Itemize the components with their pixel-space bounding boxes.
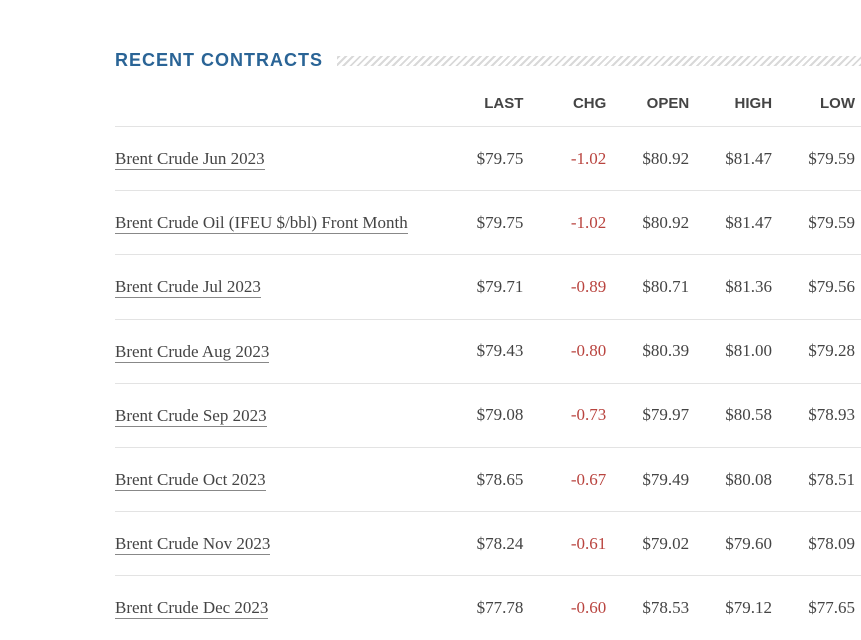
table-row: Brent Crude Nov 2023 $78.24-0.61$79.02$79… [115,512,861,576]
col-header-low: LOW [778,77,861,127]
cell-open: $80.39 [612,319,695,383]
cell-high: $81.47 [695,127,778,191]
cell-last: $78.24 [447,512,530,576]
cell-low: $79.59 [778,127,861,191]
cell-open: $79.02 [612,512,695,576]
table-header-row: LAST CHG OPEN HIGH LOW [115,77,861,127]
cell-low: $79.28 [778,319,861,383]
contracts-table: LAST CHG OPEN HIGH LOW Brent Crude Jun 2… [115,77,861,640]
contract-name-cell: Brent Crude Jul 2023 [115,255,447,319]
cell-last: $78.65 [447,447,530,511]
cell-high: $81.47 [695,191,778,255]
contracts-section: RECENT CONTRACTS LAST CHG OPEN HIGH LOW … [0,0,861,640]
cell-high: $81.36 [695,255,778,319]
cell-last: $79.75 [447,127,530,191]
cell-open: $80.71 [612,255,695,319]
contract-name-cell: Brent Crude Sep 2023 [115,383,447,447]
col-header-open: OPEN [612,77,695,127]
cell-low: $79.59 [778,191,861,255]
col-header-name [115,77,447,127]
cell-chg: -0.60 [529,576,612,640]
table-row: Brent Crude Jul 2023 $79.71-0.89$80.71$81… [115,255,861,319]
table-row: Brent Crude Oct 2023 $78.65-0.67$79.49$80… [115,447,861,511]
cell-last: $77.78 [447,576,530,640]
contract-name-cell: Brent Crude Oil (IFEU $/bbl) Front Month [115,191,447,255]
cell-high: $80.58 [695,383,778,447]
cell-chg: -1.02 [529,191,612,255]
contract-name-cell: Brent Crude Aug 2023 [115,319,447,383]
col-header-high: HIGH [695,77,778,127]
cell-low: $78.93 [778,383,861,447]
cell-low: $78.51 [778,447,861,511]
cell-chg: -1.02 [529,127,612,191]
contract-link[interactable]: Brent Crude Jul 2023 [115,277,261,298]
cell-last: $79.08 [447,383,530,447]
table-row: Brent Crude Jun 2023 $79.75-1.02$80.92$81… [115,127,861,191]
cell-chg: -0.89 [529,255,612,319]
header-stripe-decoration [337,56,861,66]
cell-chg: -0.80 [529,319,612,383]
table-row: Brent Crude Dec 2023 $77.78-0.60$78.53$79… [115,576,861,640]
cell-high: $80.08 [695,447,778,511]
col-header-last: LAST [447,77,530,127]
cell-open: $78.53 [612,576,695,640]
cell-open: $80.92 [612,191,695,255]
contract-link[interactable]: Brent Crude Nov 2023 [115,534,270,555]
cell-last: $79.75 [447,191,530,255]
cell-low: $78.09 [778,512,861,576]
cell-chg: -0.67 [529,447,612,511]
contract-link[interactable]: Brent Crude Oct 2023 [115,470,266,491]
cell-open: $79.97 [612,383,695,447]
contract-link[interactable]: Brent Crude Jun 2023 [115,149,265,170]
table-row: Brent Crude Sep 2023 $79.08-0.73$79.97$80… [115,383,861,447]
contract-name-cell: Brent Crude Jun 2023 [115,127,447,191]
cell-open: $79.49 [612,447,695,511]
contracts-table-body: Brent Crude Jun 2023$79.75-1.02$80.92$81… [115,127,861,640]
contract-name-cell: Brent Crude Dec 2023 [115,576,447,640]
contract-name-cell: Brent Crude Nov 2023 [115,512,447,576]
cell-low: $79.56 [778,255,861,319]
cell-last: $79.71 [447,255,530,319]
contract-name-cell: Brent Crude Oct 2023 [115,447,447,511]
cell-open: $80.92 [612,127,695,191]
section-header: RECENT CONTRACTS [115,50,861,71]
table-row: Brent Crude Oil (IFEU $/bbl) Front Month… [115,191,861,255]
col-header-chg: CHG [529,77,612,127]
cell-chg: -0.73 [529,383,612,447]
cell-last: $79.43 [447,319,530,383]
cell-high: $79.12 [695,576,778,640]
contract-link[interactable]: Brent Crude Aug 2023 [115,342,269,363]
cell-chg: -0.61 [529,512,612,576]
table-row: Brent Crude Aug 2023 $79.43-0.80$80.39$81… [115,319,861,383]
cell-high: $81.00 [695,319,778,383]
section-title: RECENT CONTRACTS [115,50,337,71]
cell-low: $77.65 [778,576,861,640]
contract-link[interactable]: Brent Crude Dec 2023 [115,598,268,619]
contract-link[interactable]: Brent Crude Oil (IFEU $/bbl) Front Month [115,213,408,234]
cell-high: $79.60 [695,512,778,576]
contract-link[interactable]: Brent Crude Sep 2023 [115,406,267,427]
